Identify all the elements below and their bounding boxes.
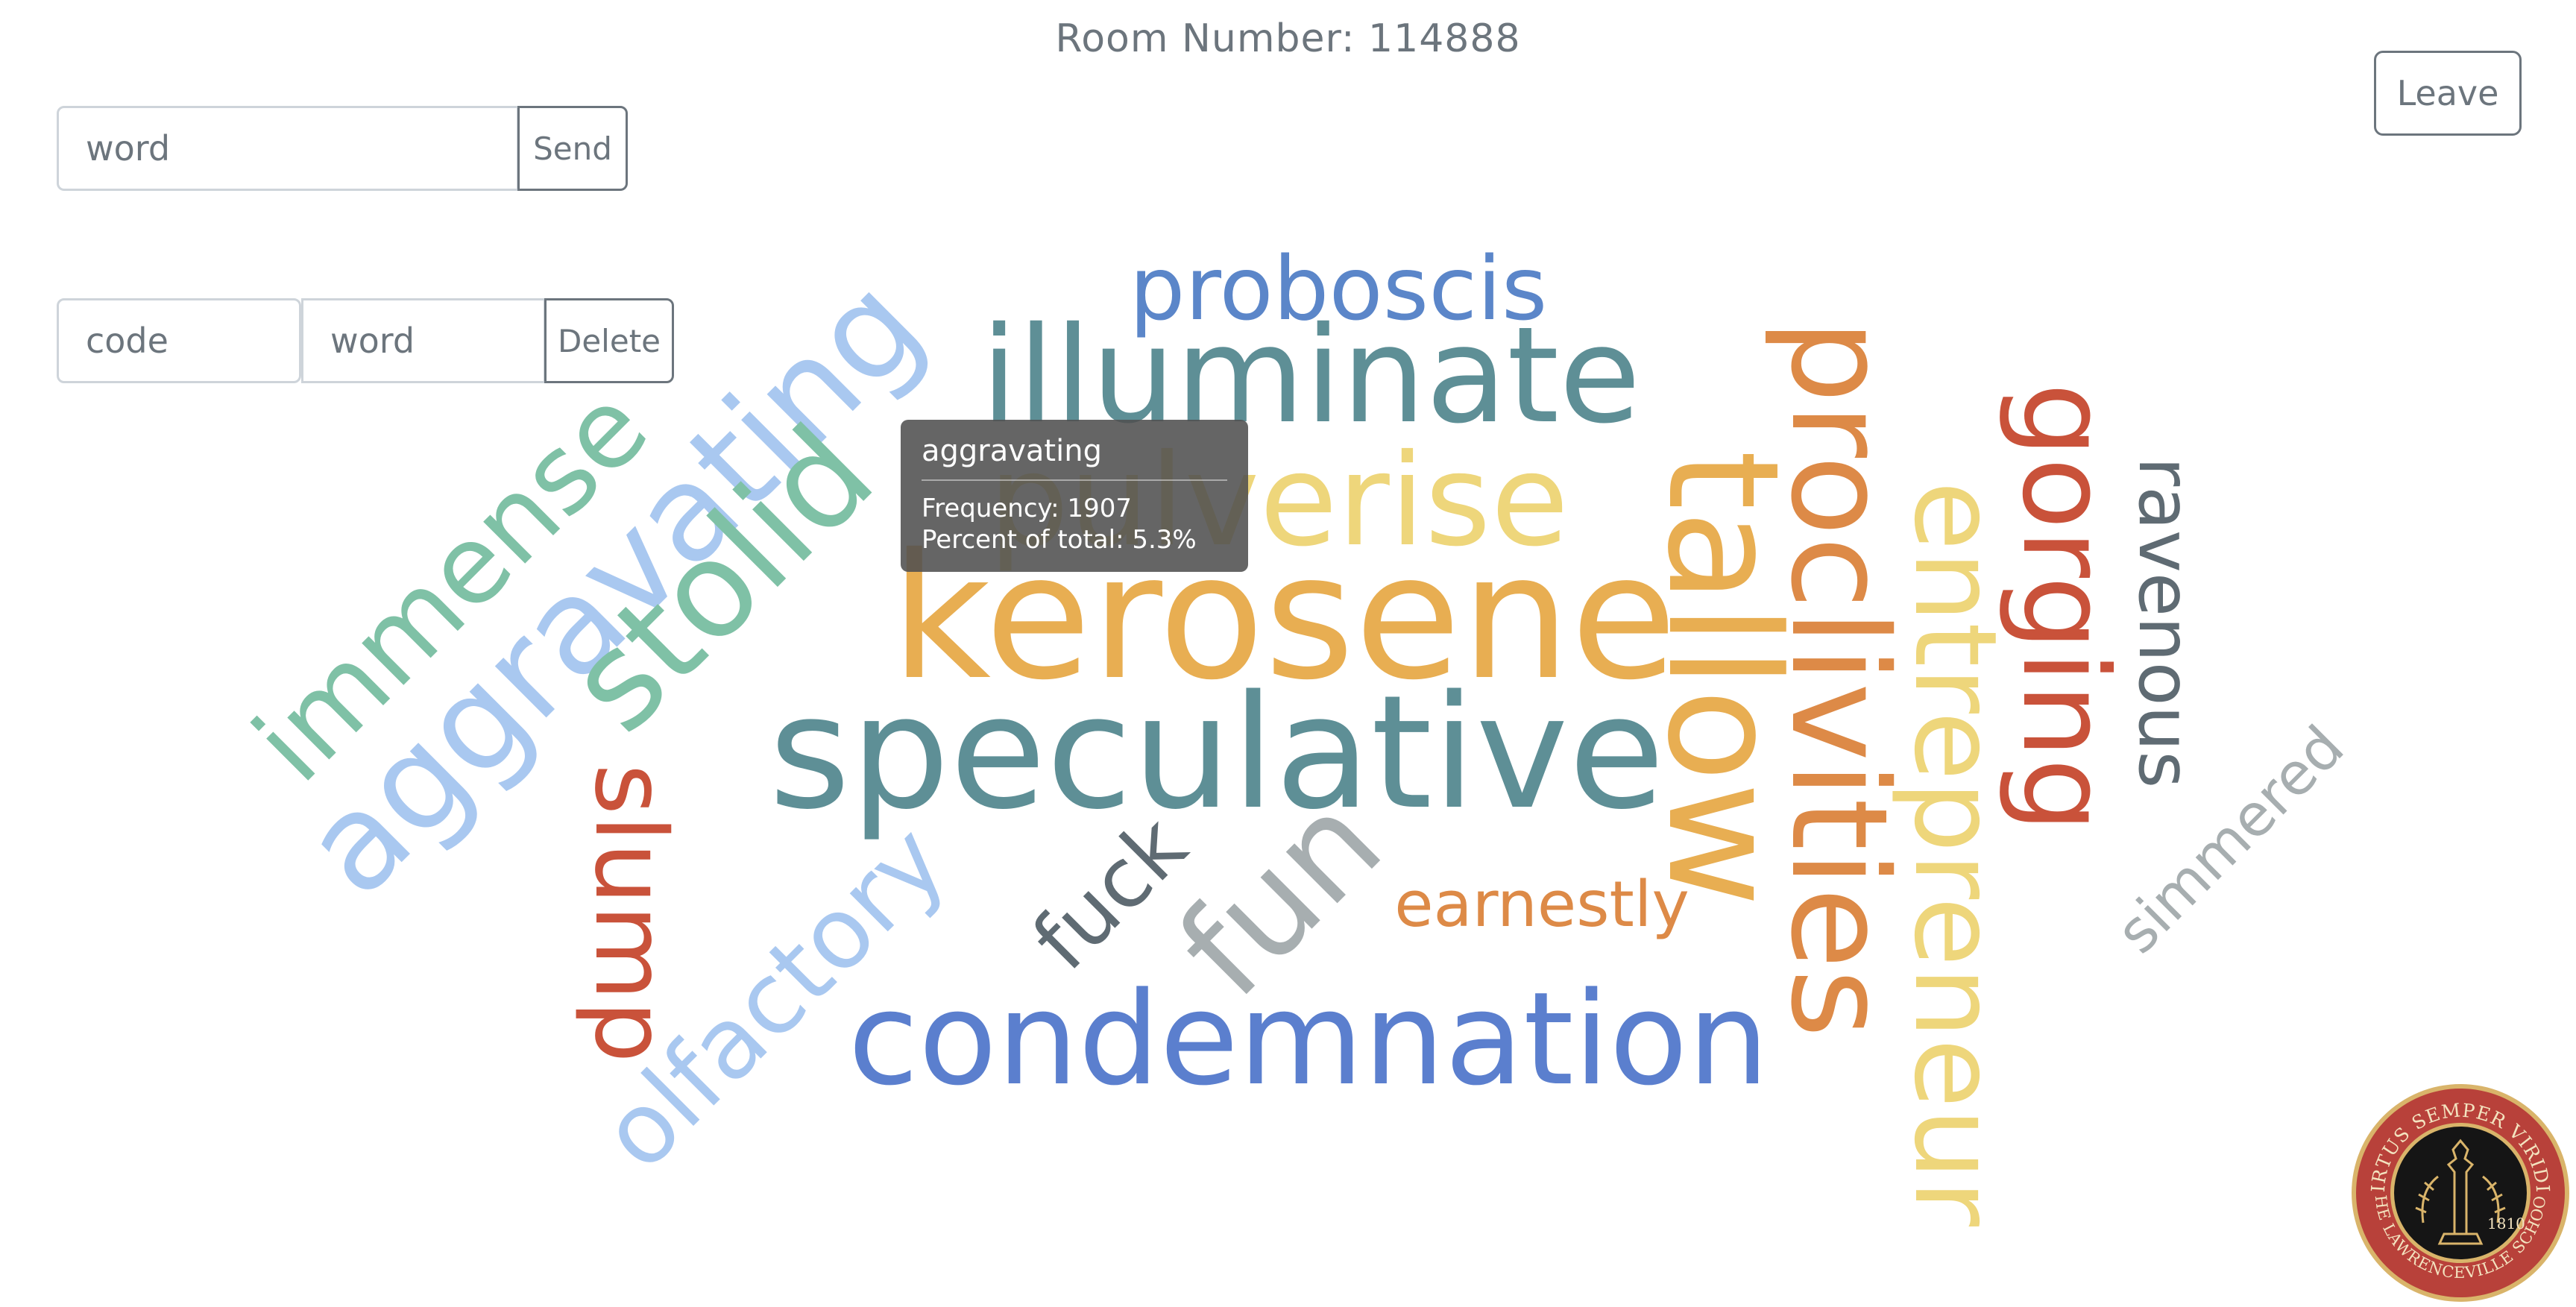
seal-year: 1810 (2487, 1215, 2525, 1232)
seal-emblem-icon (2415, 1138, 2506, 1245)
delete-code-input[interactable] (57, 298, 301, 383)
cloud-word-proclivities[interactable]: proclivities (1762, 319, 1916, 1038)
send-word-input[interactable] (57, 106, 519, 191)
cloud-word-speculative[interactable]: speculative (769, 661, 1665, 844)
send-button[interactable]: Send (517, 106, 628, 191)
cloud-word-tallow[interactable]: tallow (1634, 450, 1811, 907)
cloud-word-proboscis[interactable]: proboscis (1130, 237, 1548, 340)
cloud-word-gorging[interactable]: gorging (1996, 382, 2133, 833)
tooltip-percent: Percent of total: 5.3% (922, 525, 1197, 555)
tooltip-frequency: Frequency: 1907 (922, 494, 1132, 523)
tooltip-title: aggravating (922, 433, 1227, 481)
school-seal-logo: VIRTUS SEMPER VIRIDIS THE LAWRENCEVILLE … (2349, 1081, 2569, 1302)
cloud-word-entrepreneur[interactable]: entrepreneur (1889, 481, 2021, 1226)
room-number-label: Room Number: 114888 (1055, 16, 1521, 61)
cloud-word-ravenous[interactable]: ravenous (2123, 457, 2206, 789)
cloud-word-slump[interactable]: slump (573, 763, 687, 1062)
cloud-word-condemnation[interactable]: condemnation (848, 964, 1769, 1114)
delete-word-input[interactable] (301, 298, 546, 383)
delete-button[interactable]: Delete (544, 298, 674, 383)
word-tooltip: aggravating Frequency: 1907 Percent of t… (901, 420, 1248, 572)
leave-button[interactable]: Leave (2374, 51, 2522, 136)
cloud-word-earnestly[interactable]: earnestly (1394, 868, 1689, 942)
